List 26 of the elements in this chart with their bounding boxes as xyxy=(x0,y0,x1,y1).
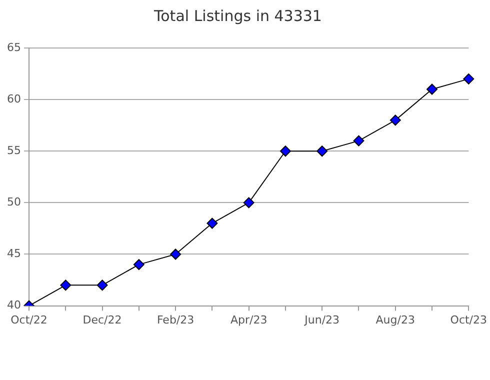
point xyxy=(463,73,474,84)
point xyxy=(280,146,291,157)
point xyxy=(206,218,218,229)
x-tick-label: Apr/23 xyxy=(230,313,268,326)
point xyxy=(353,135,364,146)
y-tick-label: 45 xyxy=(6,247,21,260)
point xyxy=(133,259,144,270)
chart-title: Total Listings in 43331 xyxy=(153,6,322,25)
point xyxy=(316,146,328,157)
x-tick-label: Oct/23 xyxy=(450,313,488,326)
y-tick-label: 55 xyxy=(6,144,21,157)
point xyxy=(426,84,438,95)
x-tick-label: Jun/23 xyxy=(304,313,340,326)
y-tick-label: 40 xyxy=(6,298,21,312)
x-tick-label: Aug/23 xyxy=(376,313,415,326)
x-tick-label: Feb/23 xyxy=(156,313,194,326)
y-tick-label: 65 xyxy=(6,40,21,54)
point xyxy=(170,248,182,260)
point xyxy=(60,280,72,291)
y-tick-label: 60 xyxy=(6,92,21,106)
y-tick-label: 50 xyxy=(6,196,21,209)
point xyxy=(96,280,108,291)
x-tick-label: Dec/22 xyxy=(82,313,122,326)
point xyxy=(243,197,254,208)
x-tick-label: Oct/22 xyxy=(10,313,48,326)
point xyxy=(390,114,401,126)
